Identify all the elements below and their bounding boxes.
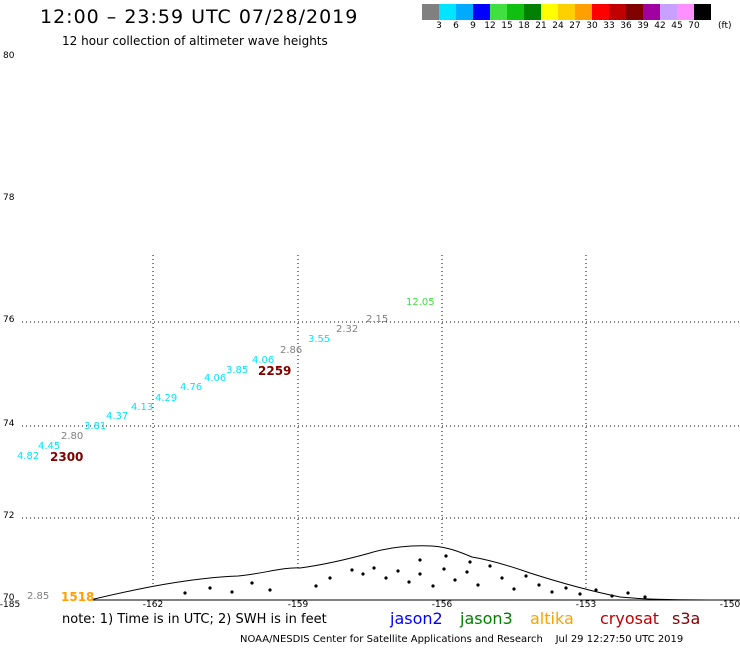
satellite-label: s3a	[672, 609, 701, 628]
units-note: note: 1) Time is in UTC; 2) SWH is in fe…	[62, 612, 327, 627]
wave-height-value: 2.85	[27, 591, 50, 602]
pass-time-label: 2300	[50, 450, 84, 464]
lon-label: -153	[575, 600, 597, 610]
credit-text: NOAA/NESDIS Center for Satellite Applica…	[240, 634, 543, 645]
lat-label: 78	[3, 193, 15, 203]
lon-label: -185	[0, 600, 21, 610]
color-swatch	[422, 4, 439, 20]
satellite-label: jason3	[460, 609, 513, 628]
graticule	[22, 255, 740, 600]
lon-label: -159	[287, 600, 309, 610]
lat-label: 70	[3, 593, 15, 603]
lat-label: 76	[3, 315, 15, 325]
coastline-outline	[89, 545, 740, 601]
satellite-label: jason2	[390, 609, 443, 628]
color-legend-label: 33	[603, 21, 615, 31]
wave-height-value: 4.06	[252, 355, 275, 366]
lat-label: 80	[3, 51, 15, 61]
color-swatch	[694, 4, 711, 20]
generated-timestamp: Jul 29 12:27:50 UTC 2019	[555, 634, 684, 645]
color-swatch	[660, 4, 677, 20]
page-title: 12:00 – 23:59 UTC 07/28/2019	[40, 6, 359, 28]
wave-height-value: 2.86	[280, 345, 303, 356]
color-swatch	[473, 4, 490, 20]
color-legend-label: 36	[620, 21, 632, 31]
color-legend-label: 30	[586, 21, 598, 31]
wave-height-value: 4.13	[131, 402, 154, 413]
wave-height-value: 2.80	[61, 431, 84, 442]
color-legend-label: 27	[569, 21, 581, 31]
color-swatch	[609, 4, 626, 20]
islands	[183, 554, 647, 599]
wave-height-value: 4.76	[180, 382, 203, 393]
color-legend-label: 21	[535, 21, 547, 31]
color-swatch	[541, 4, 558, 20]
wave-height-value: 3.55	[308, 334, 331, 345]
color-legend-label: 39	[637, 21, 649, 31]
page-subtitle: 12 hour collection of altimeter wave hei…	[62, 34, 328, 48]
lat-label: 74	[3, 419, 15, 429]
wave-height-value: 4.45	[38, 441, 61, 452]
color-legend-label: 70	[688, 21, 700, 31]
wave-height-value: 12.05	[406, 297, 435, 308]
color-swatch	[643, 4, 660, 20]
color-swatch	[626, 4, 643, 20]
color-legend-label: 24	[552, 21, 564, 31]
satellite-label: altika	[530, 609, 574, 628]
wave-height-value: 2.15	[366, 314, 389, 325]
wave-height-value: 2.32	[336, 324, 359, 335]
pass-time-label: 2259	[258, 364, 292, 378]
credit-line: NOAA/NESDIS Center for Satellite Applica…	[240, 634, 683, 645]
color-legend-unit: (ft)	[718, 21, 732, 31]
wave-height-value: 4.37	[106, 411, 129, 422]
color-legend-label: 6	[453, 21, 459, 31]
lon-label: -156	[431, 600, 453, 610]
color-legend-label: 45	[671, 21, 683, 31]
color-legend-label: 12	[484, 21, 496, 31]
color-legend-labels: (ft) 3 6 9 12 15 18 21 24 27 30 33 36 39 42 45 70	[422, 21, 740, 33]
lat-label: 72	[3, 511, 15, 521]
wave-height-value: 4.06	[204, 373, 227, 384]
color-swatch	[490, 4, 507, 20]
color-swatch	[507, 4, 524, 20]
color-swatch	[558, 4, 575, 20]
color-swatch	[524, 4, 541, 20]
wave-height-value: 3.81	[84, 421, 107, 432]
color-legend-label: 42	[654, 21, 666, 31]
color-swatch	[575, 4, 592, 20]
color-swatch	[677, 4, 694, 20]
color-swatch	[592, 4, 609, 20]
color-legend-label: 18	[518, 21, 530, 31]
lon-label: -150	[719, 600, 740, 610]
wave-height-value: 4.82	[17, 451, 40, 462]
color-legend-label: 15	[501, 21, 513, 31]
color-legend-label: 9	[470, 21, 476, 31]
wave-height-value: 4.29	[155, 393, 178, 404]
lon-label: -162	[142, 600, 164, 610]
color-swatch	[439, 4, 456, 20]
coastline	[89, 545, 740, 601]
color-legend-label: 3	[436, 21, 442, 31]
wave-height-value: 3.85	[226, 365, 249, 376]
color-legend	[422, 4, 711, 20]
pass-time-label: 1518	[61, 590, 95, 604]
color-swatch	[456, 4, 473, 20]
satellite-label: cryosat	[600, 609, 660, 628]
